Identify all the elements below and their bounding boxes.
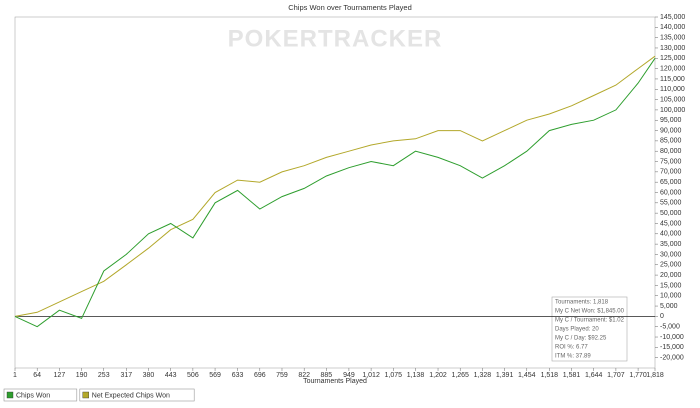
- series-line: [14, 58, 656, 328]
- stat-line: ITM %: 37.89: [555, 354, 591, 360]
- x-tick-label: 1,818: [646, 372, 664, 379]
- x-tick-label: 1,202: [429, 372, 447, 379]
- series-line: [14, 55, 656, 317]
- watermark: POKERTRACKER: [228, 25, 443, 52]
- legend-label: Chips Won: [16, 392, 50, 399]
- x-tick-label: 443: [165, 372, 177, 379]
- y-tick-label: 10,000: [660, 293, 682, 300]
- y-tick-label: 35,000: [660, 241, 682, 248]
- x-tick-label: 885: [321, 372, 333, 379]
- x-tick-label: 1,707: [607, 372, 625, 379]
- y-tick-label: 45,000: [660, 220, 682, 227]
- y-tick-label: 145,000: [660, 14, 685, 21]
- y-tick-label: 5,000: [660, 303, 678, 310]
- x-tick-label: 633: [232, 372, 244, 379]
- y-tick-label: 60,000: [660, 189, 682, 196]
- y-tick-label: 85,000: [660, 138, 682, 145]
- y-tick-label: 90,000: [660, 127, 682, 134]
- legend-box: [79, 388, 195, 402]
- legend-swatch: [82, 391, 90, 399]
- y-tick-label: 40,000: [660, 231, 682, 238]
- x-tick-label: 1,138: [407, 372, 425, 379]
- y-tick-label: 100,000: [660, 107, 685, 114]
- y-tick-label: 140,000: [660, 24, 685, 31]
- x-tick-label: 1,012: [362, 372, 380, 379]
- x-tick-label: 253: [98, 372, 110, 379]
- x-tick-label: 1,265: [451, 372, 469, 379]
- x-tick-label: 949: [343, 372, 355, 379]
- y-tick-label: -10,000: [660, 334, 684, 341]
- x-tick-label: 822: [298, 372, 310, 379]
- stat-line: ROI %: 6.77: [555, 345, 588, 351]
- y-tick-label: 130,000: [660, 45, 685, 52]
- stat-line: Days Played: 20: [555, 327, 599, 333]
- x-tick-label: 190: [76, 372, 88, 379]
- stats-frame: [551, 296, 628, 362]
- y-tick-label: 120,000: [660, 65, 685, 72]
- y-tick-label: -5,000: [660, 324, 680, 331]
- stat-line: Tournaments: 1,818: [555, 300, 609, 306]
- y-tick-label: -20,000: [660, 355, 684, 362]
- x-tick-label: 696: [254, 372, 266, 379]
- x-tick-label: 317: [120, 372, 132, 379]
- y-tick-label: 55,000: [660, 200, 682, 207]
- y-tick-label: 75,000: [660, 158, 682, 165]
- y-tick-label: 15,000: [660, 282, 682, 289]
- x-axis-label: Tournaments Played: [303, 378, 367, 385]
- y-tick-label: 95,000: [660, 117, 682, 124]
- y-tick-label: 70,000: [660, 169, 682, 176]
- stat-line: My C / Tournament: $1.02: [555, 318, 625, 324]
- x-tick-label: 1,075: [385, 372, 403, 379]
- stats-box: Tournaments: 1,818 My C Net Won: $1,845.0…: [551, 296, 628, 362]
- y-tick-label: 30,000: [660, 251, 682, 258]
- x-tick-label: 1,581: [563, 372, 581, 379]
- y-tick-label: 125,000: [660, 55, 685, 62]
- x-tick-label: 569: [209, 372, 221, 379]
- x-tick-label: 1,644: [585, 372, 603, 379]
- x-tick-label: 127: [54, 372, 66, 379]
- y-tick-label: 0: [660, 313, 664, 320]
- x-tick-label: 1: [13, 372, 17, 379]
- x-tick-label: 1,391: [496, 372, 514, 379]
- y-tick-label: 50,000: [660, 210, 682, 217]
- y-tick-label: 135,000: [660, 34, 685, 41]
- x-tick-label: 506: [187, 372, 199, 379]
- x-tick-label: 64: [33, 372, 41, 379]
- stat-line: My C / Day: $92.25: [555, 336, 607, 342]
- y-tick-label: -15,000: [660, 344, 684, 351]
- legend-swatch: [6, 391, 14, 399]
- x-tick-label: 1,518: [541, 372, 559, 379]
- legend-box: [3, 388, 78, 402]
- y-tick-label: 110,000: [660, 86, 685, 93]
- x-tick-label: 1,770: [629, 372, 647, 379]
- x-tick-label: 380: [143, 372, 155, 379]
- x-tick-label: 1,454: [518, 372, 536, 379]
- y-tick-label: 20,000: [660, 272, 682, 279]
- chart-title: Chips Won over Tournaments Played: [288, 3, 412, 12]
- y-tick-label: 80,000: [660, 148, 682, 155]
- y-tick-label: 65,000: [660, 179, 682, 186]
- y-tick-label: 105,000: [660, 96, 685, 103]
- legend-label: Net Expected Chips Won: [92, 392, 170, 399]
- x-tick-label: 1,328: [474, 372, 492, 379]
- x-tick-label: 759: [276, 372, 288, 379]
- stat-line: My C Net Won: $1,845.00: [555, 309, 625, 315]
- y-tick-label: 25,000: [660, 262, 682, 269]
- y-tick-label: 115,000: [660, 76, 685, 83]
